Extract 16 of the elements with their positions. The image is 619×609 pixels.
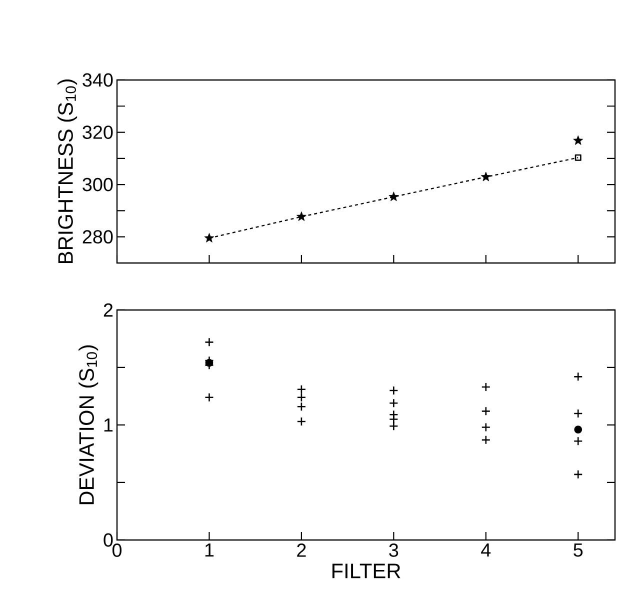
x-tick-label: 4 xyxy=(481,544,491,557)
x-tick-label: 5 xyxy=(574,544,583,557)
y-tick-label: 320 xyxy=(82,126,113,139)
x-tick-label: 3 xyxy=(389,544,398,557)
y-tick-label: 1 xyxy=(104,418,113,432)
x-tick-label: 0 xyxy=(112,544,122,557)
x-tick-label: 1 xyxy=(205,544,214,557)
x-tick-label: 2 xyxy=(297,544,306,557)
y-tick-label: 280 xyxy=(82,230,113,244)
y-tick-label: 340 xyxy=(82,73,113,87)
y-axis-title: DEVIATION (S$_{10}$) xyxy=(78,345,98,504)
y-tick-label: 0 xyxy=(104,533,113,547)
y-tick-label: 2 xyxy=(104,303,113,317)
x-axis-title: FILTER xyxy=(332,564,400,578)
y-tick-label: 300 xyxy=(82,178,113,192)
y-axis-title: BRIGHTNESS (S$_{10}$) xyxy=(58,80,78,264)
